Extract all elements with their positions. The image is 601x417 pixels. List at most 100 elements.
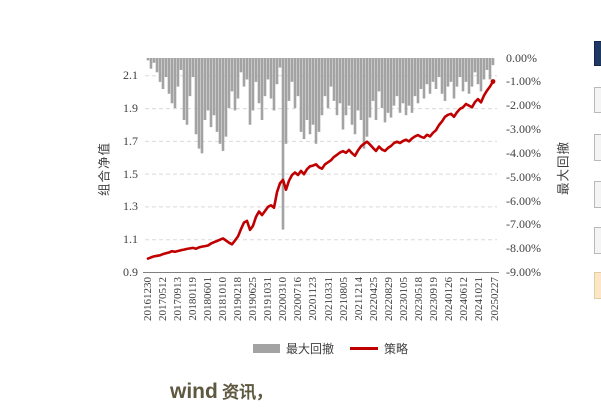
drawdown-bar [485, 58, 489, 70]
drawdown-bar [377, 58, 381, 92]
left-axis-title: 组合净值 [97, 141, 112, 197]
x-axis-tick-label: 20161230 [141, 277, 154, 321]
x-axis-tick-label: 20170913 [171, 277, 184, 321]
legend-label-drawdown: 最大回撤 [286, 342, 335, 356]
x-axis-tick-label: 20180119 [186, 277, 199, 321]
drawdown-bar [260, 58, 264, 120]
drawdown-bar [473, 58, 477, 73]
drawdown-bar [176, 58, 180, 87]
drawdown-bar [323, 58, 327, 97]
drawdown-bar [275, 58, 279, 85]
wind-brand-text: wind [170, 380, 218, 403]
drawdown-bars [146, 58, 495, 230]
drawdown-bar [368, 58, 372, 118]
drawdown-bar [278, 58, 282, 68]
drawdown-bar [299, 58, 303, 132]
drawdown-bar [332, 58, 336, 101]
right-edge-ui-fragment-light-1[interactable] [594, 87, 601, 113]
x-axis-tick-label: 20191031 [262, 277, 275, 321]
drawdown-bar [212, 58, 216, 116]
drawdown-bar [194, 58, 198, 135]
drawdown-bar [419, 58, 423, 89]
right-axis-tick-label: 0.00% [506, 50, 537, 65]
drawdown-bar [254, 58, 258, 82]
drawdown-bar [245, 58, 249, 80]
drawdown-bar [170, 58, 174, 104]
x-axis-tick-label: 20200310 [277, 277, 290, 321]
x-axis-tick-label: 20181010 [216, 277, 229, 321]
drawdown-bar [437, 58, 441, 78]
x-axis-tick-label: 20230919 [428, 277, 441, 321]
drawdown-bar [338, 58, 342, 104]
drawdown-bar [404, 58, 408, 116]
x-axis-tick-label: 20220829 [382, 277, 395, 321]
drawdown-bar [218, 58, 222, 144]
drawdown-bar [215, 58, 219, 132]
x-axis-tick-label: 20230105 [397, 277, 410, 321]
drawdown-bar [314, 58, 318, 144]
drawdown-bar [410, 58, 414, 113]
drawdown-bar [317, 58, 321, 132]
drawdown-bar [428, 58, 432, 94]
drawdown-bar [431, 58, 435, 82]
x-axis-tick-label: 20180601 [201, 277, 214, 321]
drawdown-bar [197, 58, 201, 149]
x-axis-tick-label: 20230518 [413, 277, 426, 321]
drawdown-bar [362, 58, 366, 149]
drawdown-bar [422, 58, 426, 99]
drawdown-bar [167, 58, 171, 94]
drawdown-bar [200, 58, 204, 154]
drawdown-bar [482, 58, 486, 80]
legend-label-strategy: 策略 [384, 342, 409, 356]
drawdown-bar [407, 58, 411, 106]
drawdown-bar [476, 58, 480, 85]
right-edge-ui-fragment-navy[interactable] [594, 41, 601, 66]
x-axis-tick-label: 20220425 [367, 277, 380, 321]
drawdown-bar [341, 58, 345, 130]
drawdown-bar [350, 58, 354, 125]
left-axis-tick-label: 1.5 [123, 166, 138, 181]
right-edge-ui-fragment-cream[interactable] [594, 272, 601, 299]
drawdown-bar [257, 58, 261, 104]
drawdown-bar [221, 58, 225, 151]
left-axis-tick-label: 1.3 [123, 199, 138, 214]
drawdown-bar [230, 58, 234, 92]
right-edge-ui-fragment-light-2[interactable] [594, 134, 601, 161]
drawdown-bar [242, 58, 246, 87]
left-axis-tick-label: 1.1 [123, 232, 138, 247]
drawdown-bar [470, 58, 474, 87]
drawdown-bar [389, 58, 393, 118]
drawdown-bar [251, 58, 255, 111]
drawdown-bar [329, 58, 333, 87]
x-axis-tick-label: 20170512 [156, 277, 169, 321]
right-edge-ui-fragment-light-3[interactable] [594, 181, 601, 208]
drawdown-bar [296, 58, 300, 97]
drawdown-bar [263, 58, 267, 97]
drawdown-bar [182, 58, 186, 120]
drawdown-bar [371, 58, 375, 101]
drawdown-bar [464, 58, 468, 82]
drawdown-bar [416, 58, 420, 104]
drawdown-bar [281, 58, 285, 230]
x-axis-tick-label: 20250227 [488, 277, 501, 321]
x-axis-tick-label: 20190625 [247, 277, 260, 321]
drawdown-bar [491, 58, 495, 66]
drawdown-bar [398, 58, 402, 113]
drawdown-bar [479, 58, 483, 92]
right-axis-title: 最大回撤 [556, 140, 571, 196]
drawdown-bar [347, 58, 351, 106]
drawdown-bar [395, 58, 399, 97]
x-axis-tick-label: 20210331 [322, 277, 335, 321]
drawdown-bar [185, 58, 189, 125]
drawdown-bar [206, 58, 210, 111]
drawdown-bar [458, 58, 462, 78]
drawdown-bar [383, 58, 387, 123]
drawdown-bar [449, 58, 453, 82]
drawdown-bar [380, 58, 384, 109]
drawdown-bar [308, 58, 312, 135]
right-axis-tick-label: -8.00% [506, 241, 541, 256]
drawdown-bar [446, 58, 450, 87]
x-axis-tick-label: 20200716 [292, 277, 305, 321]
right-edge-ui-fragment-light-4[interactable] [594, 227, 601, 254]
